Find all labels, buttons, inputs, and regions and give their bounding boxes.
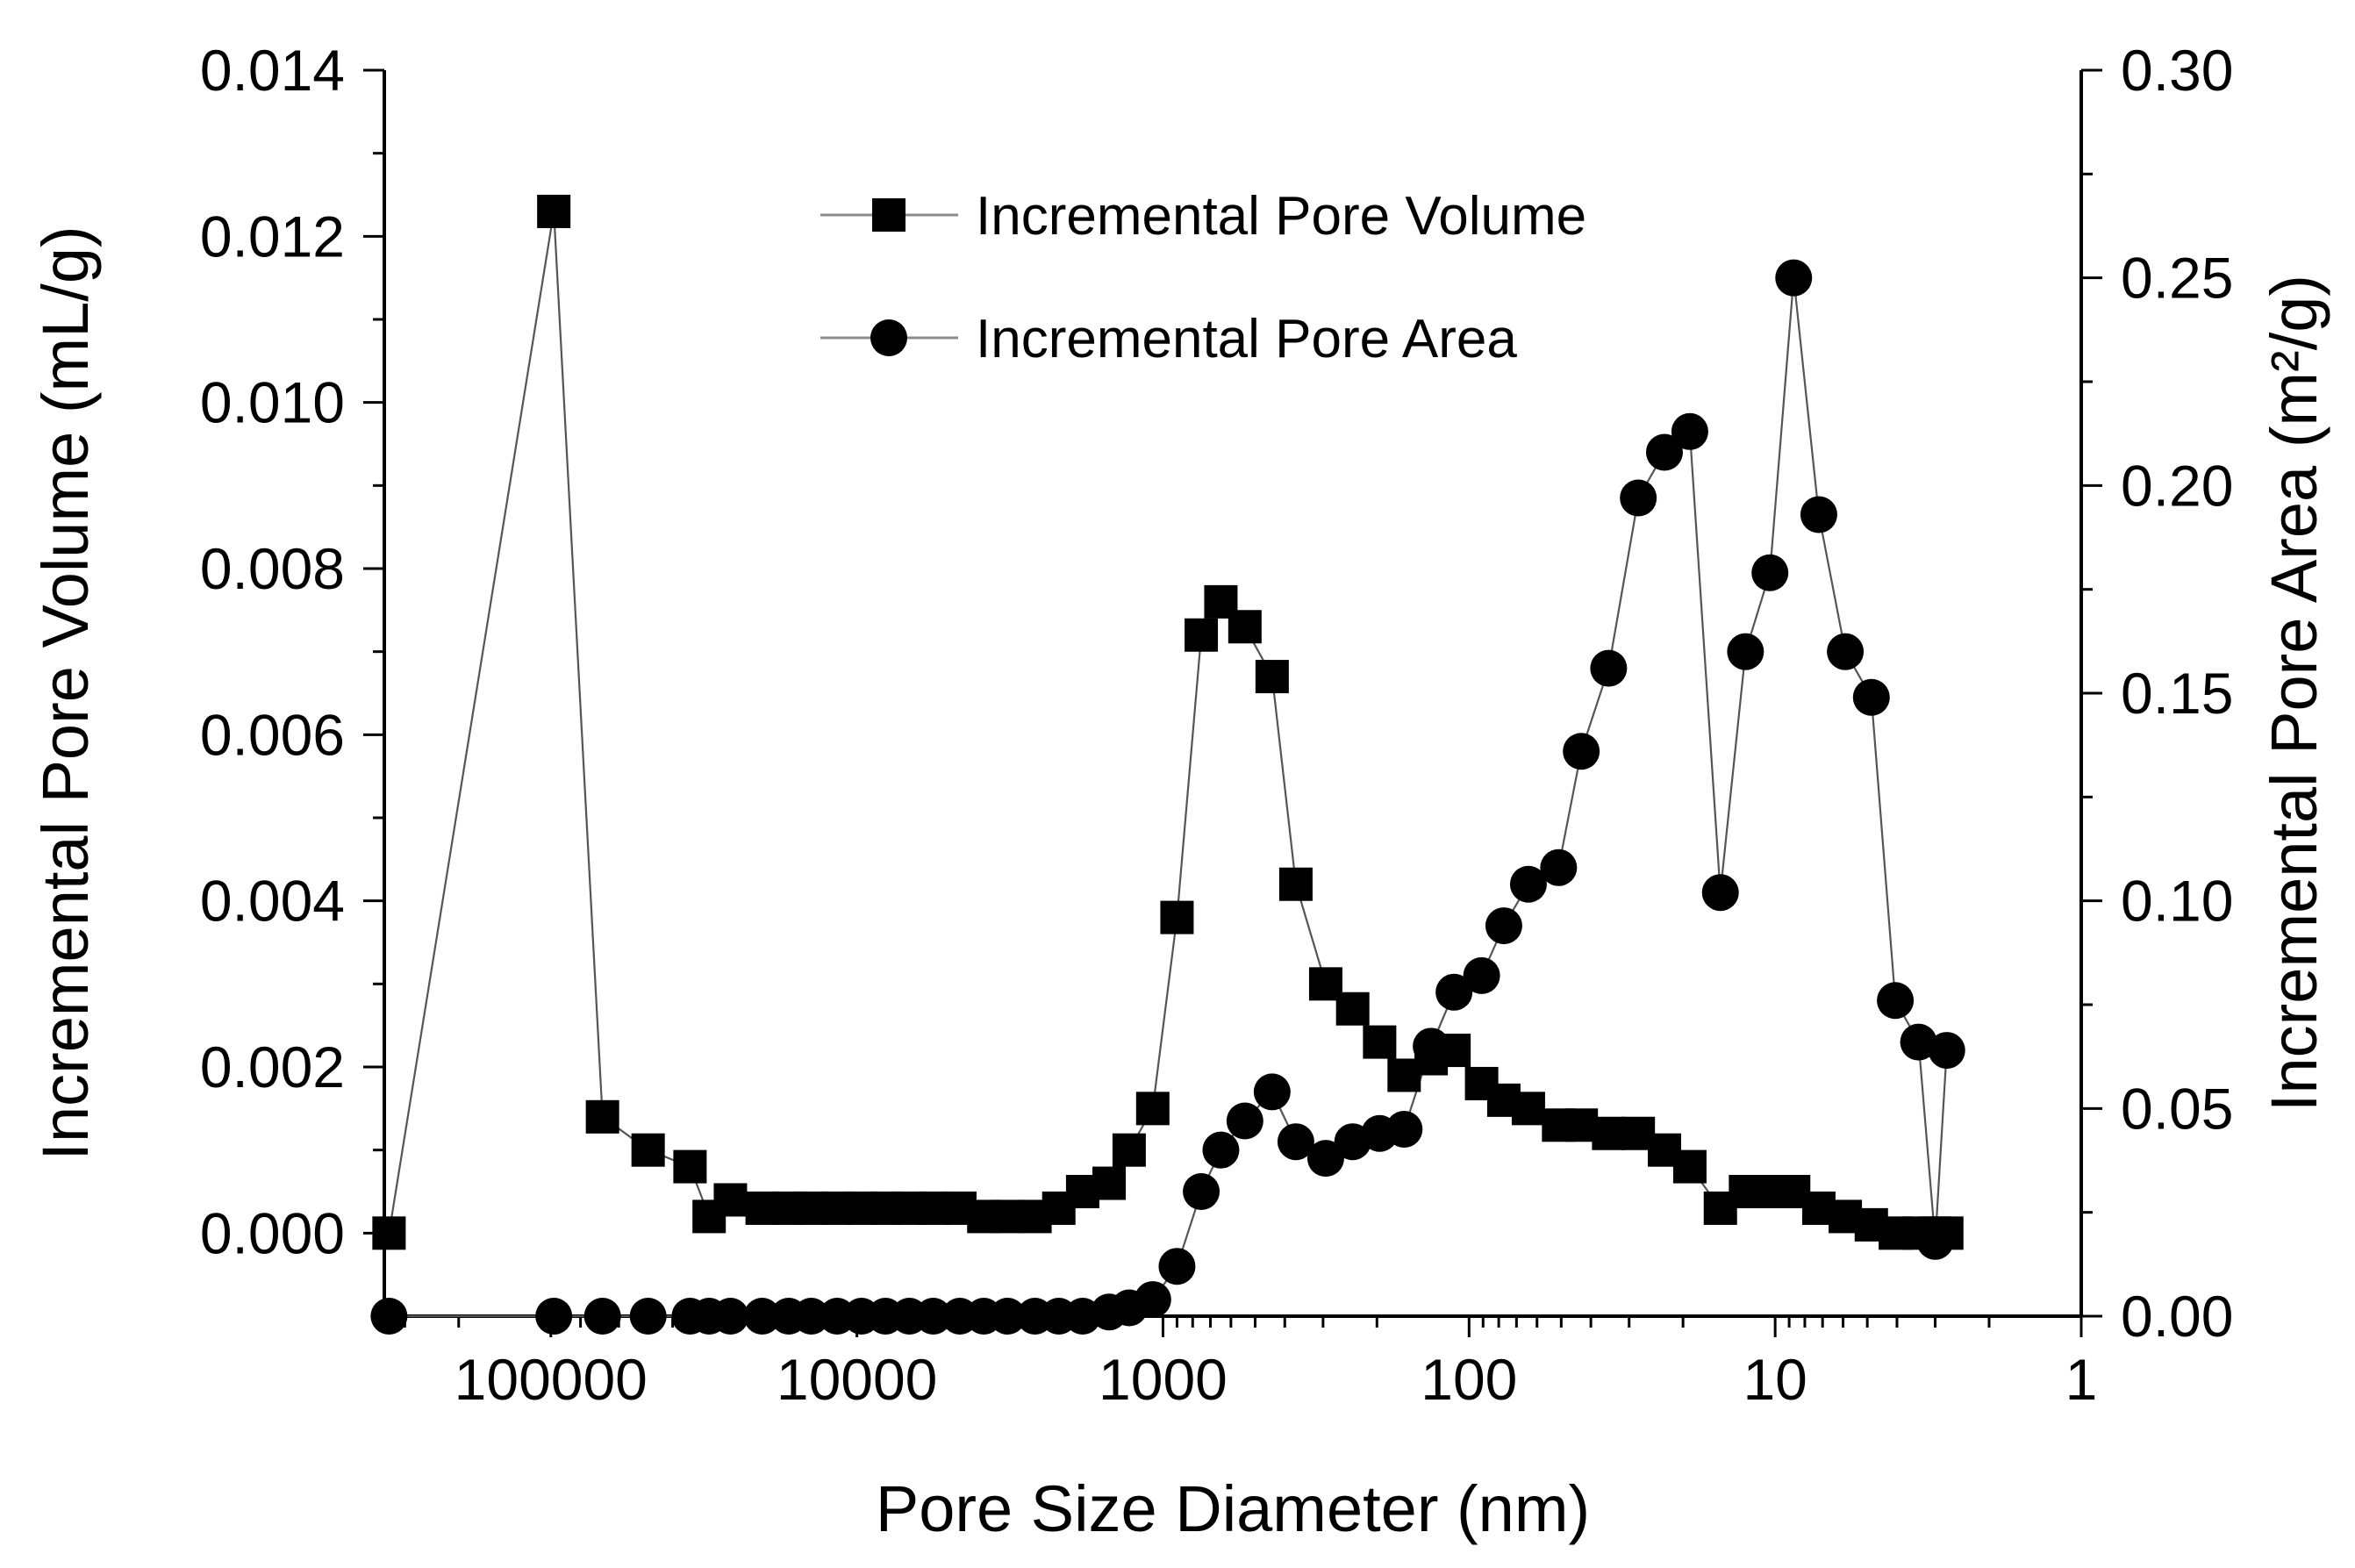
volume-data-point xyxy=(1185,618,1219,652)
series-markers-layer xyxy=(370,194,1965,1335)
y-axis-title-left: Incremental Pore Volume (mL/g) xyxy=(29,226,102,1160)
volume-data-point xyxy=(1255,660,1289,694)
area-data-point xyxy=(1701,874,1739,912)
area-data-point xyxy=(1226,1102,1263,1140)
y-tick-label-left: 0.012 xyxy=(200,204,345,268)
series-lines-layer xyxy=(388,211,1948,1318)
area-data-point xyxy=(1158,1248,1196,1285)
y-tick-label-right: 0.00 xyxy=(2121,1284,2233,1349)
legend: Incremental Pore Volume Incremental Pore… xyxy=(820,186,1586,369)
volume-data-point xyxy=(673,1149,707,1184)
area-data-point xyxy=(989,1298,1027,1335)
y-tick-label-right: 0.25 xyxy=(2121,246,2233,311)
volume-data-point xyxy=(1672,1149,1707,1184)
y-tick-label-left: 0.008 xyxy=(200,536,345,601)
area-data-point xyxy=(1916,1222,1954,1260)
volume-data-point xyxy=(1335,992,1370,1026)
area-data-point xyxy=(1563,733,1600,770)
area-data-point xyxy=(1385,1111,1423,1148)
area-data-point xyxy=(914,1298,952,1335)
volume-data-point xyxy=(713,1183,748,1217)
area-data-point xyxy=(1900,1023,1937,1061)
x-tick-label: 100 xyxy=(1421,1347,1517,1412)
area-data-point xyxy=(1852,678,1890,716)
legend-marker-square xyxy=(872,198,905,232)
area-data-point xyxy=(1645,433,1683,471)
y-tick-label-left: 0.002 xyxy=(200,1035,345,1099)
volume-data-point xyxy=(1112,1133,1146,1167)
y-tick-label-left: 0.000 xyxy=(200,1200,345,1265)
volume-data-point xyxy=(1363,1025,1397,1059)
area-data-point xyxy=(1727,633,1764,670)
y-tick-label-left: 0.006 xyxy=(200,702,345,767)
x-tick-label: 100000 xyxy=(455,1347,648,1412)
x-axis-title: Pore Size Diameter (nm) xyxy=(876,1472,1590,1545)
y-tick-label-right: 0.20 xyxy=(2121,453,2233,518)
area-data-point xyxy=(1183,1173,1220,1210)
area-data-point xyxy=(1751,554,1789,591)
area-data-point xyxy=(1253,1073,1291,1111)
area-data-point xyxy=(1590,649,1628,687)
volume-data-point xyxy=(1511,1092,1545,1126)
volume-data-point xyxy=(631,1133,665,1167)
series-line-area xyxy=(389,277,1948,1318)
x-tick-label: 10 xyxy=(1743,1347,1807,1412)
area-data-point xyxy=(1509,865,1547,903)
y-tick-label-right: 0.10 xyxy=(2121,869,2233,934)
area-data-point xyxy=(1435,973,1473,1011)
y-tick-label-right: 0.30 xyxy=(2121,38,2233,103)
y-tick-label-left: 0.004 xyxy=(200,869,345,934)
volume-data-point xyxy=(1092,1166,1127,1200)
area-data-point xyxy=(1413,1027,1450,1065)
area-data-point xyxy=(1877,982,1915,1020)
area-data-point xyxy=(629,1298,667,1335)
area-data-point xyxy=(1485,907,1522,945)
y-tick-label-right: 0.05 xyxy=(2121,1076,2233,1141)
area-data-point xyxy=(1463,956,1500,994)
area-data-point xyxy=(1928,1032,1965,1070)
x-tick-label: 1000 xyxy=(1099,1347,1228,1412)
y-tick-label-right: 0.15 xyxy=(2121,661,2233,726)
volume-data-point xyxy=(1592,1116,1626,1150)
area-data-point xyxy=(1775,259,1813,297)
area-data-point xyxy=(1671,412,1708,450)
area-data-point xyxy=(792,1298,830,1335)
area-data-point xyxy=(743,1298,781,1335)
y-tick-label-left: 0.010 xyxy=(200,370,345,435)
x-tick-label: 10000 xyxy=(777,1347,938,1412)
area-data-point xyxy=(1277,1123,1314,1161)
area-data-point xyxy=(1306,1140,1344,1178)
axes-layer: 100000 10000 1000 100 10 1 0.000 0.002 0.004 0.00… xyxy=(200,38,2234,1412)
volume-data-point xyxy=(1278,867,1313,901)
area-data-point xyxy=(1827,633,1865,670)
volume-data-point xyxy=(1228,610,1262,644)
volume-data-point xyxy=(372,1216,406,1250)
volume-data-point xyxy=(1135,1092,1170,1126)
area-data-point xyxy=(1202,1131,1240,1169)
legend-label-area: Incremental Pore Area xyxy=(976,309,1517,369)
area-data-point xyxy=(1134,1281,1171,1319)
y-tick-label-left: 0.014 xyxy=(200,38,345,103)
area-data-point xyxy=(370,1298,408,1335)
legend-label-volume: Incremental Pore Volume xyxy=(976,186,1586,247)
x-tick-label: 1 xyxy=(2065,1347,2098,1412)
area-data-point xyxy=(712,1298,749,1335)
area-data-point xyxy=(1800,496,1837,533)
volume-data-point xyxy=(537,194,571,228)
y-axis-title-right: Incremental Pore Area (m²/g) xyxy=(2258,275,2330,1112)
area-data-point xyxy=(1620,479,1657,517)
volume-data-point xyxy=(1160,900,1194,934)
area-data-point xyxy=(583,1298,621,1335)
legend-marker-circle xyxy=(870,319,907,356)
area-data-point xyxy=(535,1298,573,1335)
volume-data-point xyxy=(585,1099,619,1134)
area-data-point xyxy=(1540,848,1578,886)
